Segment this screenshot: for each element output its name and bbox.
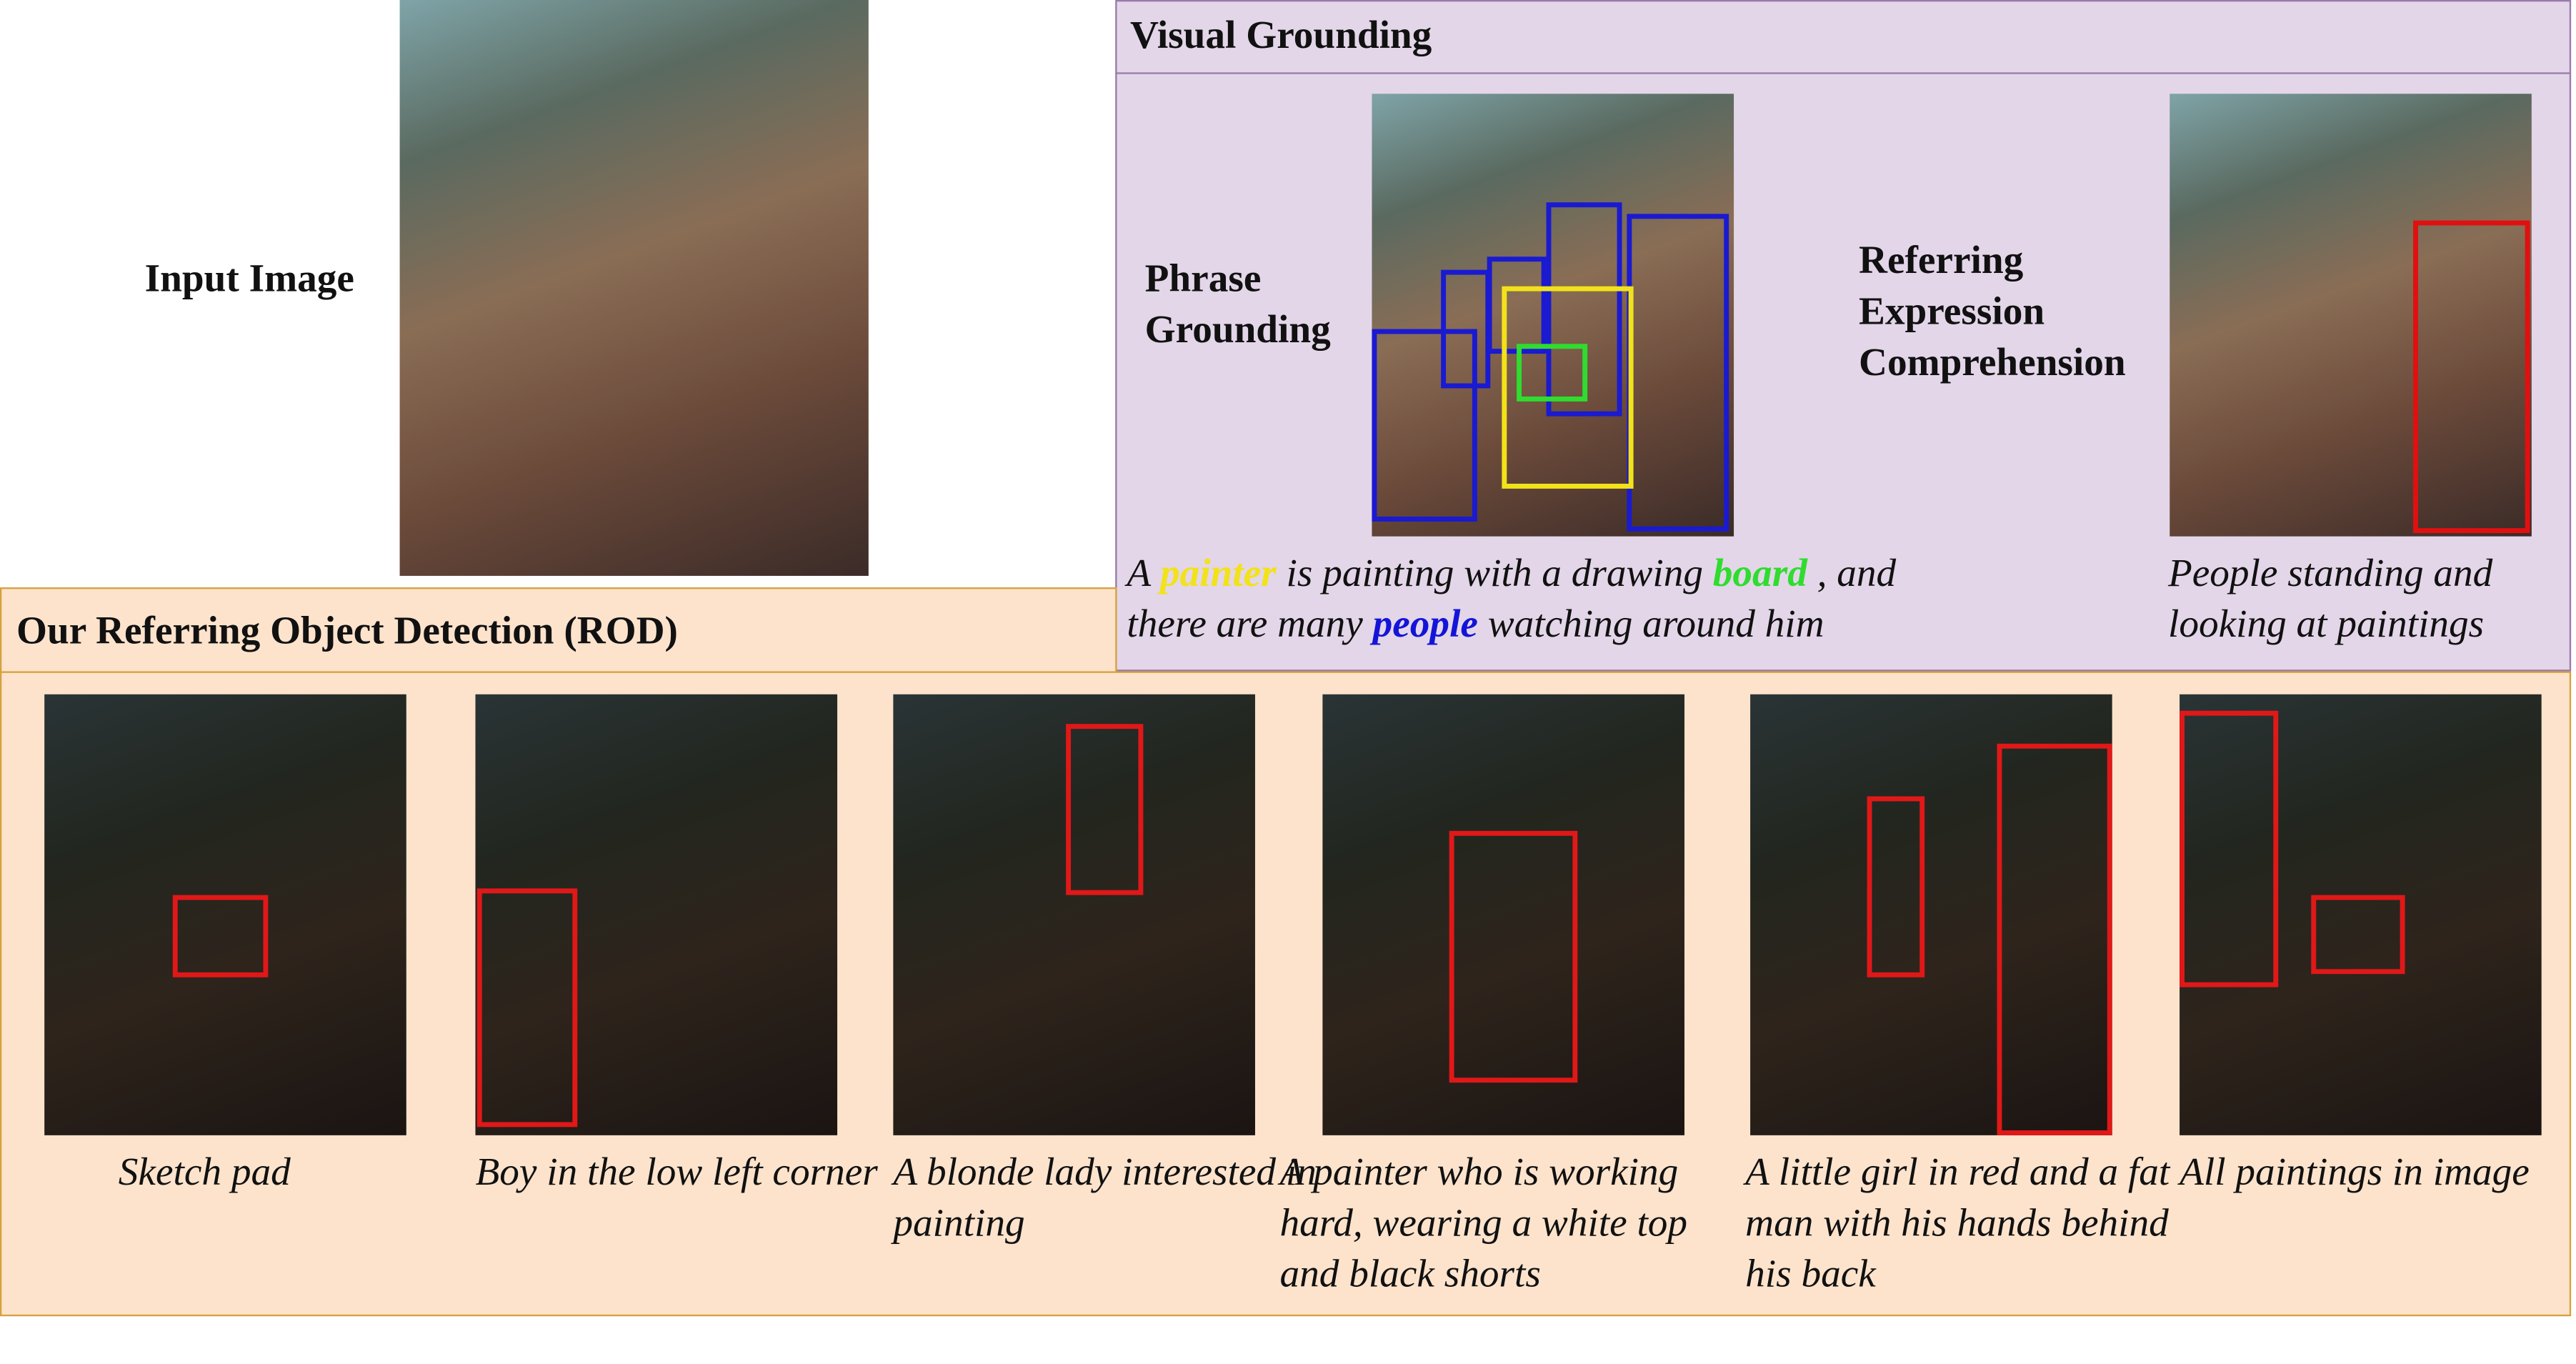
vg-title: Visual Grounding [1129,14,1432,58]
caption-segment: painter [1159,552,1277,596]
bounding-box [1997,743,2112,1135]
bounding-box [1066,724,1144,895]
rod-caption: A painter who is working hard, wearing a… [1279,1151,1688,1297]
caption-segment: is painting with a drawing [1276,552,1713,596]
caption-segment: board [1712,552,1807,596]
caption-segment: , and there are many [1127,552,1897,647]
bounding-box [1867,796,1925,977]
bounding-box [1627,214,1729,532]
rod-caption: Sketch pad [118,1151,291,1195]
rod-panel [0,671,2572,1317]
rod-photo [1322,694,1684,1135]
rod-title: Our Referring Object Detection (ROD) [16,610,678,654]
rod-photo [893,694,1255,1135]
rod-caption: Boy in the low left corner [475,1151,878,1195]
pg-label: Phrase Grounding [1144,258,1331,352]
input-label: Input Image [144,258,354,302]
bounding-box [2413,220,2530,534]
bounding-box [476,888,578,1127]
rod-photo [475,694,838,1135]
rod-photo [1750,694,2112,1135]
caption-segment: people [1372,604,1478,647]
visual-grounding-header [1115,0,2572,74]
bounding-box [1546,202,1622,417]
bounding-box [1517,344,1588,402]
rod-caption: A blonde lady interested in painting [893,1151,1317,1246]
caption-segment: A [1127,552,1160,596]
rod-caption: A little girl in red and a fat man with … [1745,1151,2170,1297]
pg-caption: A painter is painting with a drawing boa… [1127,549,1982,652]
bounding-box [2180,710,2279,987]
input-photo [399,0,869,576]
bounding-box [2311,895,2405,975]
bounding-box [1502,286,1634,489]
caption-segment: watching around him [1477,604,1824,647]
rod-photo [44,694,406,1135]
rec-caption: People standing and looking at paintings [2167,552,2493,647]
bounding-box [172,895,269,977]
bounding-box [1372,329,1477,522]
pg-photo [1372,94,1734,537]
bounding-box [1441,269,1491,389]
bounding-box [1449,830,1578,1083]
rod-caption: All paintings in image [2180,1151,2530,1195]
rod-photo [2180,694,2542,1135]
rec-label: Referring Expression Comprehension [1859,240,2126,385]
rec-photo [2170,94,2532,537]
